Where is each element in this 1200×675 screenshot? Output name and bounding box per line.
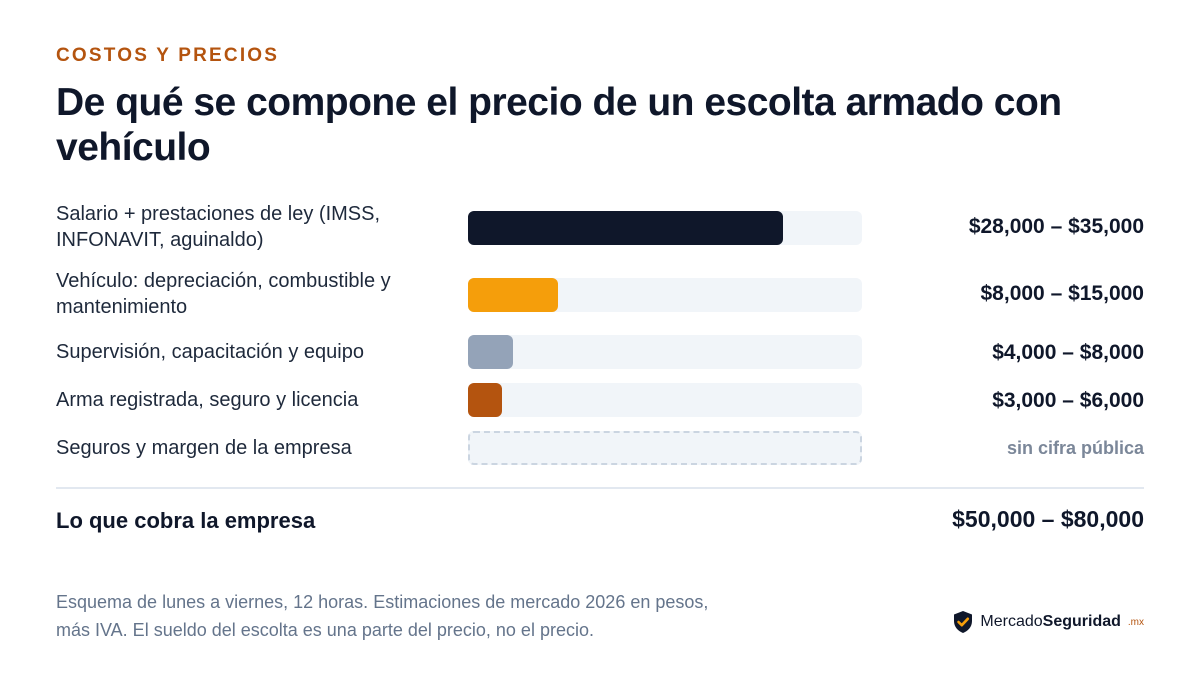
divider xyxy=(56,487,1144,489)
category-label: Vehículo: depreciación, combustible y ma… xyxy=(56,270,391,318)
bar-track xyxy=(468,278,862,312)
category-label: Seguros y margen de la empresa xyxy=(56,437,352,459)
value-label: $4,000 – $8,000 xyxy=(992,341,1144,364)
category-label: Supervisión, capacitación y equipo xyxy=(56,341,364,363)
brand-tld: .mx xyxy=(1127,616,1144,628)
bar-track xyxy=(468,335,862,369)
total-label: Lo que cobra la empresa xyxy=(56,508,316,533)
value-label: sin cifra pública xyxy=(1006,438,1144,458)
page-title: De qué se compone el precio de un escolt… xyxy=(56,81,1062,169)
brand-name: MercadoSeguridad xyxy=(980,613,1120,631)
eyebrow-label: COSTOS Y PRECIOS xyxy=(56,45,280,66)
footnote-line: más IVA. El sueldo del escolta es una pa… xyxy=(56,620,594,640)
bar-track xyxy=(468,383,862,417)
footnote: Esquema de lunes a viernes, 12 horas. Es… xyxy=(56,588,816,644)
bar xyxy=(468,211,784,245)
bar xyxy=(468,383,502,417)
value-label: $8,000 – $15,000 xyxy=(980,282,1145,305)
category-label: Arma registrada, seguro y licencia xyxy=(56,389,359,411)
value-label: $28,000 – $35,000 xyxy=(968,215,1144,238)
footnote-line: Esquema de lunes a viernes, 12 horas. Es… xyxy=(56,592,709,612)
bar xyxy=(468,278,559,312)
bar-track xyxy=(468,211,862,245)
brand-name-bold: Seguridad xyxy=(1042,613,1121,630)
brand-logo: MercadoSeguridad .mx xyxy=(952,610,1144,634)
brand-name-regular: Mercado xyxy=(980,613,1043,630)
shield-check-icon xyxy=(954,611,973,633)
category-label: Salario + prestaciones de ley (IMSS, INF… xyxy=(56,203,381,251)
value-label: $3,000 – $6,000 xyxy=(992,389,1144,412)
bar-track-empty xyxy=(468,431,862,465)
bar xyxy=(468,335,514,369)
total-value: $50,000 – $80,000 xyxy=(952,506,1144,532)
